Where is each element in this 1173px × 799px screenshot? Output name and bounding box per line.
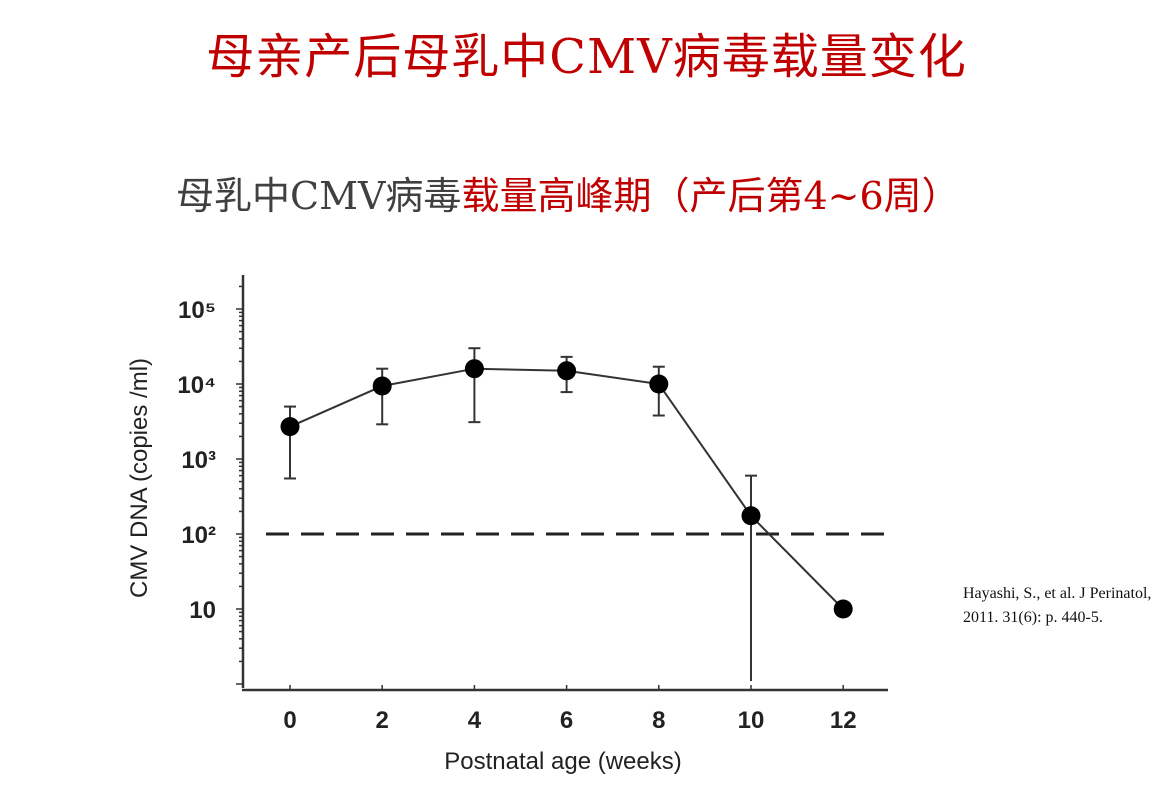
x-tick-label: 12 xyxy=(830,707,857,734)
x-tick-label: 8 xyxy=(652,707,665,734)
subtitle-part-2: 载量高峰期（产后第4~6周） xyxy=(461,174,960,218)
data-point xyxy=(741,506,761,526)
data-points xyxy=(280,359,853,619)
y-tick-label: 10² xyxy=(181,522,216,549)
y-tick-label: 10³ xyxy=(181,447,216,474)
slide-subtitle: 母乳中CMV病毒载量高峰期（产后第4~6周） xyxy=(176,168,960,224)
y-tick-label: 10 xyxy=(189,597,216,624)
x-tick-label: 10 xyxy=(738,707,765,734)
y-tick-label: 10⁵ xyxy=(178,297,216,324)
data-line xyxy=(289,367,844,610)
y-axis: 10 10² 10³ 10⁴ 10⁵ xyxy=(177,275,245,688)
x-axis-label: Postnatal age (weeks) xyxy=(444,748,681,775)
subtitle-part-1: 母乳中CMV病毒 xyxy=(176,174,462,218)
data-point xyxy=(649,374,669,394)
x-axis: 0 2 4 6 8 10 12 xyxy=(242,685,888,734)
data-point xyxy=(557,361,577,381)
y-tick-label: 10⁴ xyxy=(177,372,216,399)
x-tick-label: 6 xyxy=(560,707,573,734)
x-tick-label: 4 xyxy=(468,707,482,734)
data-point xyxy=(372,376,392,396)
x-tick-label: 0 xyxy=(283,707,296,734)
data-point xyxy=(833,599,853,619)
data-point xyxy=(280,417,300,437)
slide-title: 母亲产后母乳中CMV病毒载量变化 xyxy=(206,29,967,85)
y-axis-label: CMV DNA (copies /ml) xyxy=(126,358,153,598)
data-point xyxy=(464,359,484,379)
citation: Hayashi, S., et al. J Perinatol, 2011. 3… xyxy=(963,585,1152,626)
x-tick-label: 2 xyxy=(376,707,389,734)
